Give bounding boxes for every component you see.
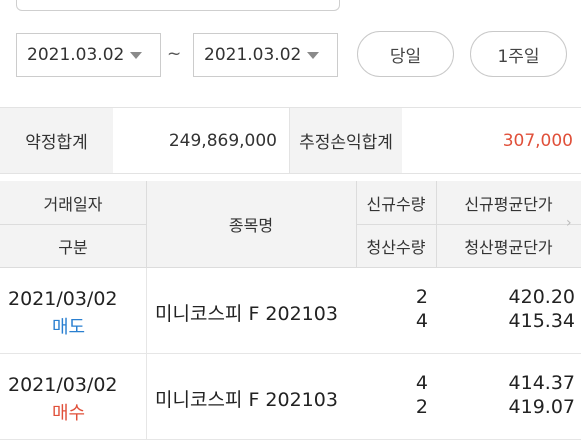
header-settle-avg-price: 청산평균단가 [464,237,553,257]
header-trade-date: 거래일자 [43,194,103,214]
chevron-right-icon[interactable]: › [566,215,572,231]
row-side: 매수 [52,403,86,424]
header-settle-qty: 청산수량 [366,237,426,257]
header-new-avg-price: 신규평균단가 [464,194,553,214]
one-week-button[interactable]: 1주일 [470,31,567,77]
contract-total-value: 249,869,000 [113,108,290,173]
header-item-name: 종목명 [228,216,274,235]
header-type: 구분 [58,237,88,257]
summary-bar: 약정합계 249,869,000 추정손익합계 307,000 [0,107,581,174]
estimated-pl-value: 307,000 [502,130,573,151]
table-row[interactable]: 2021/03/02 매수 미니코스피 F 202103 4 2 414.37 … [0,354,581,440]
row-trade-date: 2021/03/02 [8,288,118,310]
row-settle-qty: 4 [415,310,428,332]
row-new-avg: 420.20 [508,286,575,308]
row-trade-date: 2021/03/02 [8,374,118,396]
header-new-qty: 신규수량 [366,194,426,214]
start-date-select[interactable]: 2021.03.02 [16,33,161,77]
chevron-down-icon [130,51,143,59]
row-item-name: 미니코스피 F 202103 [155,389,338,411]
row-settle-qty: 2 [415,396,428,418]
end-date-select[interactable]: 2021.03.02 [193,33,338,77]
date-range-separator: ~ [167,44,182,64]
table-row[interactable]: 2021/03/02 매도 미니코스피 F 202103 2 4 420.20 … [0,268,581,354]
chevron-down-icon [307,51,320,59]
row-side: 매도 [52,317,86,338]
row-settle-avg: 415.34 [508,310,575,332]
row-settle-avg: 419.07 [508,396,575,418]
row-new-qty: 2 [415,286,428,308]
estimated-pl-label: 추정손익합계 [290,108,402,173]
row-item-name: 미니코스피 F 202103 [155,303,338,325]
table-header: 거래일자 구분 종목명 신규수량 청산수량 신규평균단가 청산평균단가 [0,181,581,268]
start-date-value: 2021.03.02 [27,45,125,65]
today-button[interactable]: 당일 [357,31,454,77]
end-date-value: 2021.03.02 [204,45,302,65]
row-new-qty: 4 [415,372,428,394]
row-new-avg: 414.37 [508,372,575,394]
contract-total-label: 약정합계 [0,108,113,173]
top-partial-panel [16,0,340,11]
